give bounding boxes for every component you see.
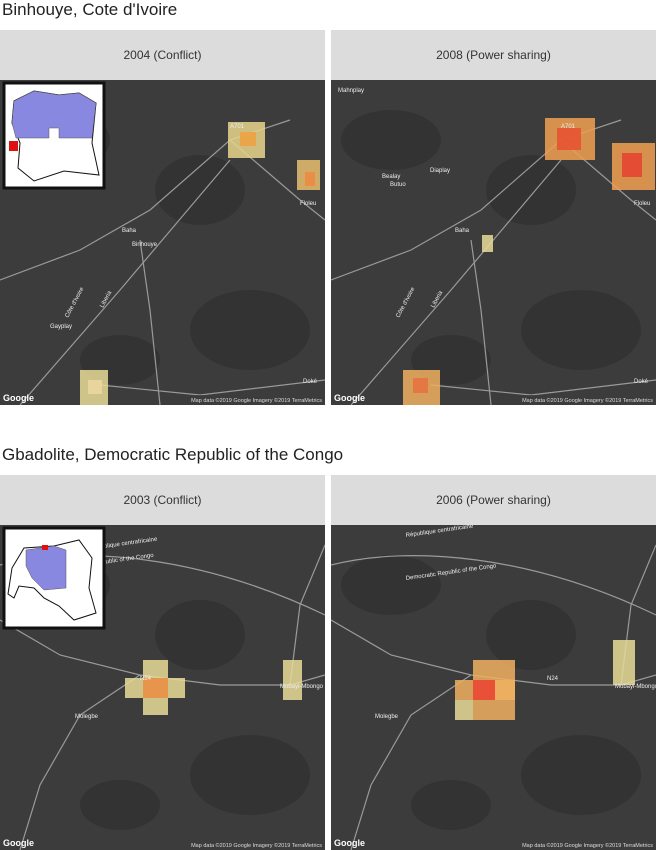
heat-cell	[473, 680, 495, 700]
coverage	[25, 545, 67, 591]
place-label: Baha	[455, 228, 470, 234]
place-label: Binhouye	[132, 242, 158, 248]
place-label: N24	[547, 676, 559, 682]
heat-cell	[143, 678, 168, 698]
road	[350, 674, 472, 850]
place-label: Molegbe	[375, 714, 399, 720]
google-logo: Google	[3, 393, 34, 403]
attribution-bg	[519, 395, 656, 405]
heat-cell	[413, 378, 428, 393]
place-label: Butuo	[390, 182, 406, 188]
terrain	[341, 555, 441, 615]
terrain	[80, 780, 160, 830]
road	[229, 139, 325, 221]
road	[331, 555, 656, 616]
place-label: Diaplay	[430, 168, 450, 174]
terrain	[411, 780, 491, 830]
panel-header: 2006 (Power sharing)	[331, 475, 656, 525]
road	[19, 674, 141, 850]
place-label: Doké	[634, 379, 649, 385]
heat-cell	[482, 235, 493, 252]
road	[19, 159, 231, 405]
terrain	[155, 155, 245, 225]
place-label: Doké	[303, 379, 318, 385]
road	[289, 544, 325, 686]
heat-cell	[305, 172, 315, 186]
panel-header: 2008 (Power sharing)	[331, 30, 656, 80]
terrain	[155, 600, 245, 670]
heat-cell	[240, 132, 256, 146]
place-label: Mobayi-Mbongo	[615, 684, 656, 690]
attribution-bg	[188, 395, 325, 405]
google-logo: Google	[334, 838, 365, 848]
attribution-bg	[188, 840, 325, 850]
site-marker	[42, 545, 48, 550]
place-label: Gayplay	[50, 324, 72, 330]
coverage	[11, 90, 97, 139]
place-label: Bealay	[382, 174, 400, 180]
road	[350, 159, 562, 405]
terrain	[190, 735, 310, 815]
place-label: Floleu	[300, 201, 316, 207]
terrain	[486, 600, 576, 670]
place-label: Mahnplay	[338, 88, 364, 94]
panel-header: 2004 (Conflict)	[0, 30, 325, 80]
terrain	[190, 290, 310, 370]
inset-map	[2, 81, 106, 190]
google-logo: Google	[3, 838, 34, 848]
attribution: Map data ©2019 Google Imagery ©2019 Terr…	[191, 397, 322, 404]
place-label: N24	[140, 676, 152, 682]
google-logo: Google	[334, 393, 365, 403]
inset-map	[2, 526, 106, 630]
terrain	[341, 110, 441, 170]
place-label: Mobayi-Mbongo	[280, 684, 324, 690]
heat-cell	[283, 660, 302, 700]
attribution: Map data ©2019 Google Imagery ©2019 Terr…	[191, 842, 322, 849]
place-label: Baha	[122, 228, 137, 234]
heat-cell	[622, 153, 642, 177]
heat-cell	[557, 128, 581, 150]
section-title: Gbadolite, Democratic Republic of the Co…	[2, 445, 344, 464]
site-marker	[9, 141, 18, 151]
attribution: Map data ©2019 Google Imagery ©2019 Terr…	[522, 397, 653, 404]
heat-cell	[455, 700, 473, 720]
place-label: A701	[230, 124, 245, 130]
place-label: Floleu	[634, 201, 650, 207]
place-label: Molegbe	[75, 714, 99, 720]
section-title: Binhouye, Cote d'Ivoire	[2, 0, 178, 19]
terrain	[486, 155, 576, 225]
place-label: A701	[561, 124, 576, 130]
terrain	[521, 290, 641, 370]
map: MahnplayBealayButuoDiaplayBahaLiberiaCôt…	[331, 80, 656, 405]
terrain	[521, 735, 641, 815]
attribution-bg	[519, 840, 656, 850]
heat-cell	[88, 380, 102, 394]
panel-header: 2003 (Conflict)	[0, 475, 325, 525]
attribution: Map data ©2019 Google Imagery ©2019 Terr…	[522, 842, 653, 849]
heat-cell	[613, 640, 635, 685]
